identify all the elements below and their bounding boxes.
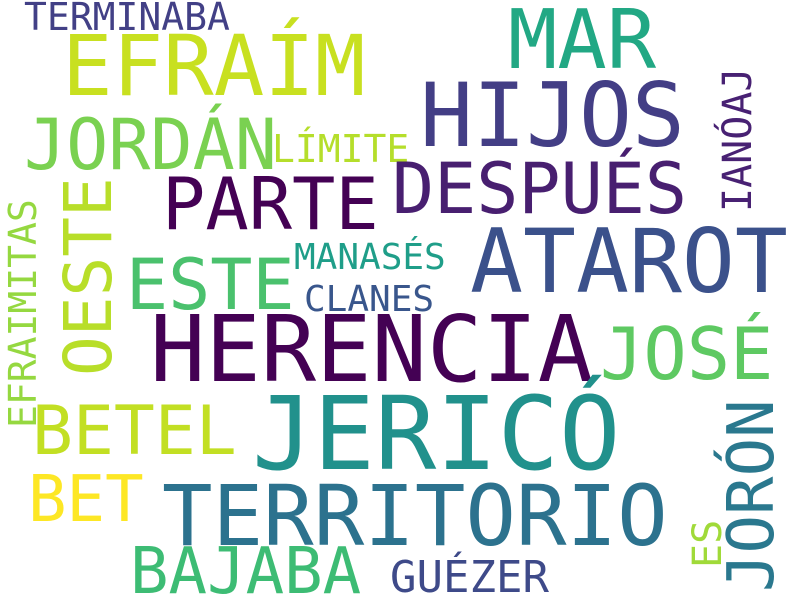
word-betel: BETEL: [32, 392, 237, 471]
word-despues: DESPUÉS: [392, 148, 688, 230]
word-este: ESTE: [126, 244, 295, 326]
word-parte: PARTE: [162, 162, 379, 246]
word-es: ES: [685, 519, 731, 568]
word-limite: LÍMITE: [272, 127, 410, 171]
word-jerico: JERICÓ: [252, 375, 621, 494]
word-oeste: OESTE: [50, 177, 127, 376]
word-herencia: HERENCIA: [150, 296, 594, 403]
word-jose: JOSÉ: [600, 312, 774, 396]
word-guezer: GUÉZER: [390, 552, 549, 603]
word-hijos: HIJOS: [420, 64, 685, 167]
word-ianoaj: IANÓAJ: [715, 67, 761, 213]
word-terminaba: TERMINABA: [24, 0, 230, 39]
word-mar: MAR: [508, 0, 657, 88]
word-manases: MANASÉS: [294, 237, 446, 278]
word-bet: BET: [28, 463, 144, 537]
word-efraim: EFRAÍM: [62, 17, 366, 115]
word-clanes: CLANES: [304, 279, 435, 320]
word-bajaba: BAJABA: [130, 535, 362, 609]
word-territorio: TERRITORIO: [162, 467, 668, 565]
word-jordan: JORDÁN: [24, 104, 277, 186]
word-ataroth: ATAROT: [470, 210, 788, 313]
word-efraimitas: EFRAIMITAS: [1, 199, 45, 428]
